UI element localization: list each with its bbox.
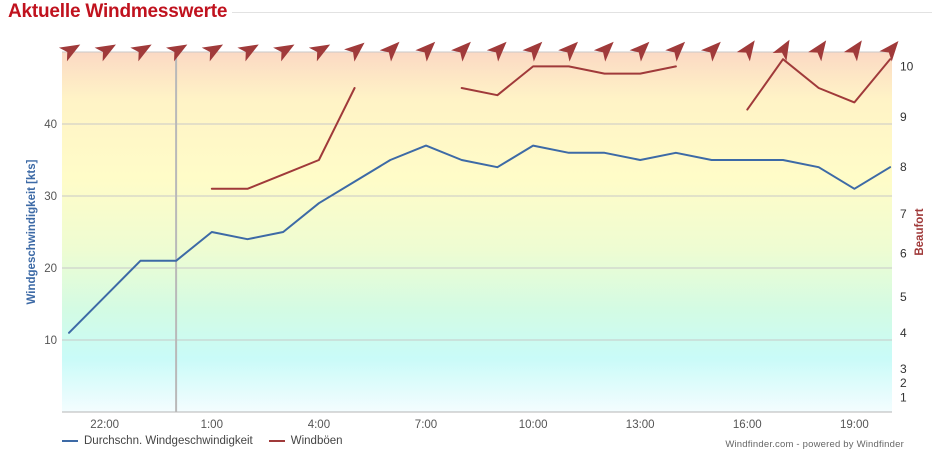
- beaufort-axis-title: Beaufort: [914, 208, 926, 255]
- wind-arrow: [665, 41, 686, 62]
- wind-arrow-head: [593, 41, 614, 62]
- wind-arrow-head: [308, 44, 331, 62]
- beaufort-tick-label: 7: [900, 207, 907, 221]
- y-tick-label: 40: [44, 119, 57, 131]
- wind-arrow-head: [451, 41, 471, 62]
- legend-item-speed[interactable]: Durchschn. Windgeschwindigkeit: [62, 435, 253, 447]
- wind-arrow-head: [522, 41, 543, 62]
- wind-arrow: [94, 44, 116, 62]
- legend-label-speed: Durchschn. Windgeschwindigkeit: [84, 435, 253, 447]
- grid-lines: [62, 51, 892, 413]
- legend-swatch-speed: [62, 440, 78, 442]
- wind-arrow: [629, 41, 650, 62]
- wind-arrow: [843, 40, 862, 62]
- wind-arrow-head: [700, 41, 721, 62]
- x-tick-label: 7:00: [415, 419, 437, 431]
- x-tick-label: 10:00: [519, 419, 548, 431]
- wind-arrow: [808, 40, 827, 62]
- wind-arrow: [415, 41, 436, 62]
- beaufort-tick-label: 4: [900, 326, 907, 340]
- beaufort-tick-label: 5: [900, 290, 907, 304]
- beaufort-tick-label: 3: [900, 362, 907, 376]
- wind-arrow-head: [344, 42, 365, 62]
- wind-arrow-head: [130, 44, 152, 62]
- wind-arrow: [700, 41, 721, 62]
- legend-swatch-gusts: [268, 440, 285, 442]
- wind-arrow: [558, 41, 578, 62]
- wind-arrow: [201, 44, 224, 62]
- y-tick-label: 20: [44, 263, 57, 275]
- wind-arrow-head: [273, 44, 295, 62]
- series-line-speed: [68, 144, 892, 334]
- wind-arrow-head: [58, 44, 81, 62]
- x-tick-label: 1:00: [201, 419, 223, 431]
- wind-arrow: [486, 41, 507, 62]
- wind-arrow-head: [808, 40, 827, 62]
- beaufort-tick-label: 10: [900, 59, 914, 73]
- wind-arrow: [736, 40, 755, 62]
- wind-arrow-head: [415, 41, 436, 62]
- wind-arrow-head: [843, 40, 862, 62]
- legend-item-gusts[interactable]: Windböen: [268, 435, 343, 447]
- wind-arrow-head: [665, 41, 686, 62]
- y-axis-right-beaufort: 123 4 5 6 7 8 9 10: [900, 59, 914, 404]
- wind-arrow: [273, 44, 295, 62]
- wind-arrow: [130, 44, 152, 62]
- wind-direction-arrows: [58, 39, 899, 62]
- wind-arrow: [308, 44, 331, 62]
- page-title: Aktuelle Windmesswerte: [8, 1, 228, 22]
- legend-label-gusts: Windböen: [290, 435, 343, 447]
- wind-arrow: [344, 42, 365, 62]
- x-tick-label: 13:00: [626, 419, 655, 431]
- wind-arrow-head: [237, 44, 259, 62]
- chart-legend: Durchschn. Windgeschwindigkeit Windböen: [62, 435, 343, 447]
- title-divider: [232, 12, 932, 13]
- wind-arrow: [879, 41, 899, 62]
- wind-arrow-head: [379, 41, 400, 62]
- beaufort-tick-label: 1: [900, 391, 907, 405]
- beaufort-tick-label: 6: [900, 247, 907, 261]
- x-tick-label: 19:00: [840, 419, 869, 431]
- series-line-gusts: [210, 58, 892, 190]
- beaufort-tick-label: 2: [900, 376, 907, 390]
- x-axis: 22:00 1:00 4:00 7:00 10:00 13:00 16:00 19:00: [90, 419, 868, 431]
- wind-arrow-head: [558, 41, 578, 62]
- wind-arrow-head: [166, 44, 188, 62]
- series-layer: [68, 58, 892, 334]
- y-tick-label: 10: [44, 335, 57, 347]
- wind-arrow-head: [201, 44, 224, 62]
- wind-arrow: [166, 44, 188, 62]
- wind-arrow: [237, 44, 259, 62]
- source-credit[interactable]: Windfinder.com - powered by Windfinder: [725, 439, 904, 450]
- y-tick-label: 30: [44, 191, 57, 203]
- x-tick-label: 22:00: [90, 419, 119, 431]
- beaufort-tick-label: 8: [900, 160, 907, 174]
- wind-arrow-head: [486, 41, 507, 62]
- wind-arrow-head: [629, 41, 650, 62]
- wind-arrow-head: [736, 40, 755, 62]
- wind-arrow-head: [772, 39, 790, 62]
- wind-arrow-head: [879, 41, 899, 62]
- x-tick-label: 4:00: [308, 419, 330, 431]
- plot-background: [62, 52, 892, 412]
- x-tick-label: 16:00: [733, 419, 762, 431]
- wind-arrow: [772, 39, 790, 62]
- wind-arrow: [379, 41, 400, 62]
- y-axis-left: 10 20 30 40: [44, 119, 57, 347]
- y-axis-title: Windgeschwindigkeit [kts]: [26, 159, 38, 304]
- wind-arrow: [58, 44, 81, 62]
- wind-arrow-head: [94, 44, 116, 62]
- wind-arrow: [451, 41, 471, 62]
- beaufort-tick-label: 9: [900, 110, 907, 124]
- wind-arrow: [522, 41, 543, 62]
- wind-arrow: [593, 41, 614, 62]
